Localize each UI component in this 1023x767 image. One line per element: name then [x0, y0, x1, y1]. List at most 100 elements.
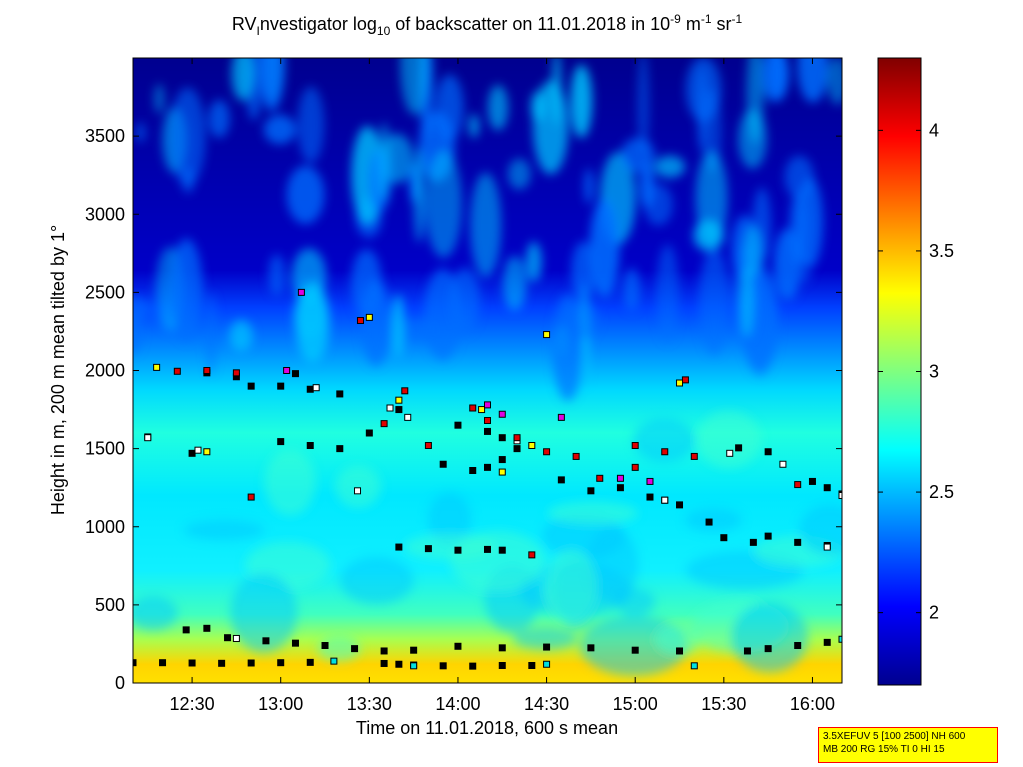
texture-blob — [361, 279, 391, 367]
texture-blob — [513, 627, 578, 650]
data-point-black — [365, 429, 373, 437]
texture-blob — [286, 165, 325, 224]
data-point-black — [291, 370, 299, 378]
data-point-cyan — [690, 662, 698, 670]
texture-blob — [208, 99, 230, 138]
data-point-white — [779, 460, 787, 468]
colorbar-tick-label: 3 — [929, 362, 939, 382]
texture-blob — [133, 296, 152, 321]
data-point-black — [291, 639, 299, 647]
texture-blob — [230, 572, 298, 653]
x-tick-label: 14:00 — [435, 694, 480, 714]
colorbar-tick-label: 3.5 — [929, 241, 954, 261]
data-point-magenta — [484, 401, 491, 409]
data-point-red — [356, 317, 364, 324]
texture-blob — [530, 91, 546, 122]
data-point-yellow — [528, 442, 536, 449]
texture-blob — [746, 58, 764, 145]
data-point-black — [277, 659, 285, 667]
y-tick-label: 1000 — [85, 517, 125, 537]
data-point-black — [218, 659, 226, 667]
y-tick-label: 2000 — [85, 361, 125, 381]
data-point-white — [726, 449, 734, 457]
texture-blob — [620, 137, 655, 173]
texture-blob — [263, 114, 296, 145]
texture-blob — [470, 172, 502, 278]
data-point-black — [498, 644, 506, 652]
data-point-black — [743, 647, 751, 655]
x-tick-label: 13:00 — [258, 694, 303, 714]
data-point-red — [794, 481, 802, 489]
data-point-red — [596, 474, 604, 482]
data-point-white — [823, 543, 831, 551]
data-point-white — [661, 496, 669, 504]
data-point-black — [484, 463, 491, 471]
data-point-yellow — [676, 379, 684, 387]
data-point-black — [410, 646, 418, 654]
texture-blob — [183, 519, 265, 541]
y-axis: 0 500 1000 1500 2000 2500 3000 3500 — [85, 126, 842, 693]
data-point-black — [351, 645, 359, 653]
data-point-black — [794, 642, 802, 649]
backscatter-texture — [133, 58, 842, 677]
data-point-white — [312, 384, 320, 392]
data-point-black — [188, 449, 196, 457]
texture-blob — [551, 58, 562, 126]
y-tick-label: 2500 — [85, 282, 125, 302]
data-point-yellow — [365, 313, 373, 321]
data-point-black — [306, 658, 314, 666]
data-point-black — [823, 484, 831, 492]
y-axis-label: Height in m, 200 m mean tilted by 1° — [48, 225, 68, 515]
marker-layer — [133, 288, 842, 670]
data-point-red — [681, 376, 689, 384]
data-point-black — [454, 546, 462, 554]
texture-blob — [552, 294, 584, 401]
settings-info-box: 3.5XEFUV 5 [100 2500] NH 600 MB 200 RG 1… — [818, 727, 998, 763]
data-point-black — [764, 448, 772, 456]
colorbar — [877, 57, 922, 686]
texture-blob — [449, 267, 480, 334]
data-point-black — [720, 534, 728, 542]
data-point-black — [631, 646, 639, 654]
data-point-yellow — [153, 363, 161, 371]
data-point-black — [380, 659, 388, 667]
texture-blob — [571, 241, 596, 302]
data-point-black — [676, 501, 684, 509]
colorbar-tick-label: 2 — [929, 603, 939, 623]
data-point-magenta — [498, 410, 506, 418]
x-tick-label: 16:00 — [790, 694, 835, 714]
texture-blob — [425, 150, 462, 258]
y-tick-label: 3000 — [85, 204, 125, 224]
data-point-red — [484, 417, 491, 424]
data-point-black — [528, 662, 536, 669]
data-point-yellow — [543, 331, 551, 339]
texture-blob — [547, 501, 638, 525]
texture-blob — [760, 58, 790, 103]
data-point-black — [498, 434, 506, 442]
texture-blob — [584, 168, 594, 205]
y-tick-label: 1500 — [85, 439, 125, 459]
data-point-black — [380, 647, 388, 655]
texture-blob — [697, 66, 708, 153]
texture-blob — [589, 198, 620, 298]
data-point-black — [749, 538, 757, 546]
data-point-red — [424, 442, 432, 449]
texture-blob — [654, 155, 686, 178]
data-point-magenta — [616, 474, 624, 482]
data-point-yellow — [498, 468, 506, 476]
data-point-black — [498, 662, 506, 669]
data-point-black — [543, 643, 551, 651]
texture-blob — [335, 465, 381, 508]
settings-line-1: 3.5XEFUV 5 [100 2500] NH 600 — [823, 731, 966, 742]
texture-blob — [696, 411, 762, 469]
texture-blob — [258, 58, 285, 112]
data-point-black — [159, 659, 167, 667]
data-point-black — [306, 385, 314, 393]
texture-blob — [170, 238, 203, 342]
texture-blob — [731, 602, 809, 673]
data-point-red — [232, 369, 240, 377]
data-point-black — [424, 545, 432, 553]
texture-blob — [392, 294, 404, 359]
texture-blob — [525, 241, 542, 282]
data-point-cyan — [543, 660, 551, 668]
